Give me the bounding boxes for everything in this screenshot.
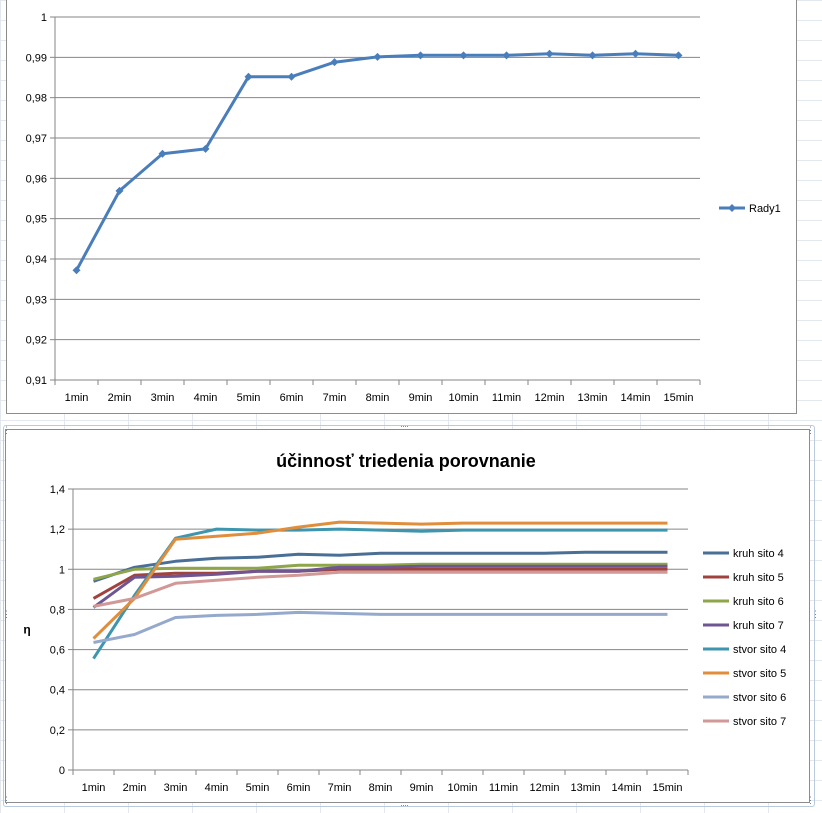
legend-label: kruh sito 4 bbox=[733, 548, 784, 560]
series-line-stvor-sito-4 bbox=[92, 527, 668, 660]
data-point bbox=[373, 52, 382, 61]
x-tick-label: 13min bbox=[571, 782, 601, 794]
x-tick-label: 14min bbox=[612, 782, 642, 794]
x-tick-label: 1min bbox=[65, 392, 89, 404]
x-tick-label: 8min bbox=[369, 782, 393, 794]
series-line-kruh-sito-6 bbox=[93, 562, 668, 581]
data-point bbox=[631, 49, 640, 58]
y-tick-label: 0,93 bbox=[26, 294, 47, 306]
data-point bbox=[502, 51, 511, 60]
y-tick-label: 1,4 bbox=[50, 484, 65, 496]
chart-selection-outline bbox=[3, 425, 815, 807]
y-tick-label: 0 bbox=[59, 765, 65, 777]
y-tick-label: 0,91 bbox=[26, 375, 47, 387]
resize-handle-bottom-right[interactable]: ⋮ bbox=[806, 795, 815, 805]
x-tick-label: 8min bbox=[366, 392, 390, 404]
data-point bbox=[244, 72, 253, 81]
resize-handle-right[interactable]: ⋮ bbox=[811, 609, 820, 619]
x-tick-label: 10min bbox=[449, 392, 479, 404]
data-point bbox=[201, 144, 210, 153]
resize-handle-left[interactable]: ⋮ bbox=[2, 609, 11, 619]
x-tick-label: 4min bbox=[194, 392, 218, 404]
legend-label: stvor sito 5 bbox=[733, 668, 786, 680]
y-tick-label: 1 bbox=[41, 12, 47, 24]
legend-label: kruh sito 5 bbox=[733, 572, 784, 584]
series-line-kruh-sito-7 bbox=[92, 564, 668, 609]
x-tick-label: 14min bbox=[621, 392, 651, 404]
y-tick-label: 1 bbox=[59, 564, 65, 576]
x-tick-label: 12min bbox=[535, 392, 565, 404]
data-point bbox=[416, 51, 425, 60]
x-tick-label: 10min bbox=[448, 782, 478, 794]
x-tick-label: 7min bbox=[328, 782, 352, 794]
chart-top[interactable]: 0,91 0,92 0,93 0,94 0,95 0,96 0,97 0,98 0,99 1 1mi… bbox=[6, 0, 797, 414]
data-point bbox=[287, 72, 296, 81]
x-tick-label: 2min bbox=[108, 392, 132, 404]
resize-handle-top[interactable]: ···· bbox=[400, 421, 409, 431]
data-point bbox=[545, 49, 554, 58]
x-tick-label: 15min bbox=[653, 782, 683, 794]
data-point bbox=[588, 51, 597, 60]
x-tick-label: 6min bbox=[280, 392, 304, 404]
y-tick-label: 0,94 bbox=[26, 254, 47, 266]
x-tick-label: 3min bbox=[151, 392, 175, 404]
y-tick-label: 0,98 bbox=[26, 93, 47, 105]
legend-label: kruh sito 6 bbox=[733, 596, 784, 608]
resize-handle-bottom-left[interactable]: ⋮ bbox=[2, 795, 11, 805]
chart-bottom[interactable]: účinnosť triedenia porovnanie 0 0,2 0,4 0,6 0… bbox=[5, 429, 810, 803]
data-point bbox=[674, 51, 683, 60]
series-line-kruh-sito-5 bbox=[92, 567, 668, 600]
legend-label: kruh sito 7 bbox=[733, 620, 784, 632]
x-tick-label: 5min bbox=[237, 392, 261, 404]
chart-title: účinnosť triedenia porovnanie bbox=[276, 451, 536, 471]
legend-label: stvor sito 7 bbox=[733, 716, 786, 728]
x-tick-label: 7min bbox=[323, 392, 347, 404]
chart-top-plot: 0,910,920,930,940,950,960,970,980,9911mi… bbox=[26, 12, 781, 404]
resize-handle-top-left[interactable]: ⋮ bbox=[2, 425, 11, 435]
y-tick-label: 0,96 bbox=[26, 173, 47, 185]
y-tick-label: 0,97 bbox=[26, 133, 47, 145]
y-tick-label: 0,95 bbox=[26, 214, 47, 226]
x-tick-label: 12min bbox=[530, 782, 560, 794]
data-point bbox=[115, 186, 124, 195]
x-tick-label: 15min bbox=[664, 392, 694, 404]
x-tick-label: 3min bbox=[164, 782, 188, 794]
x-tick-label: 11min bbox=[492, 392, 521, 404]
y-tick-label: 0,2 bbox=[50, 725, 65, 737]
x-tick-label: 5min bbox=[246, 782, 270, 794]
x-tick-label: 6min bbox=[287, 782, 311, 794]
y-tick-label: 0,99 bbox=[26, 52, 47, 64]
y-tick-label: 0,8 bbox=[50, 604, 65, 616]
series-line-stvor-sito-5 bbox=[92, 520, 668, 640]
data-point bbox=[72, 266, 81, 275]
x-tick-label: 9min bbox=[410, 782, 434, 794]
data-point bbox=[158, 149, 167, 158]
legend-label: stvor sito 6 bbox=[733, 692, 786, 704]
x-tick-label: 13min bbox=[578, 392, 608, 404]
x-tick-label: 2min bbox=[123, 782, 147, 794]
data-point bbox=[459, 51, 468, 60]
x-tick-label: 9min bbox=[409, 392, 433, 404]
legend-label: Rady1 bbox=[749, 203, 781, 215]
chart-bottom-plot: účinnosť triedenia porovnanie 0 0,2 0,4 0,6 0… bbox=[23, 451, 786, 794]
resize-handle-top-right[interactable]: ⋮ bbox=[806, 425, 815, 435]
series-line-stvor-sito-7 bbox=[93, 570, 668, 608]
series-line-rady1 bbox=[75, 52, 679, 272]
x-tick-label: 4min bbox=[205, 782, 229, 794]
x-tick-label: 11min bbox=[489, 782, 518, 794]
y-tick-label: 1,2 bbox=[50, 524, 65, 536]
legend-label: stvor sito 4 bbox=[733, 644, 786, 656]
legend-marker bbox=[728, 204, 736, 212]
data-point bbox=[330, 58, 339, 67]
y-tick-label: 0,6 bbox=[50, 645, 65, 657]
x-tick-label: 1min bbox=[82, 782, 106, 794]
y-tick-label: 0,4 bbox=[50, 685, 65, 697]
series-line-stvor-sito-6 bbox=[93, 610, 668, 644]
y-tick-label: 0,92 bbox=[26, 335, 47, 347]
y-axis-label: η bbox=[23, 623, 30, 637]
series-line-kruh-sito-4 bbox=[93, 550, 668, 583]
resize-handle-bottom[interactable]: ···· bbox=[400, 800, 409, 810]
